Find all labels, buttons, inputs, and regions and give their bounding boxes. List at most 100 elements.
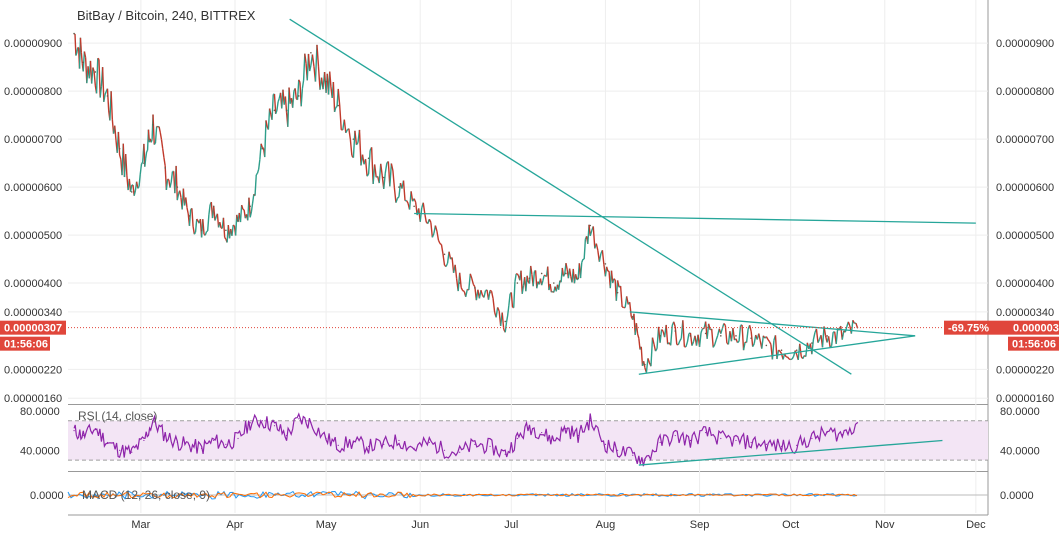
price-segment (640, 346, 644, 366)
price-segment (163, 157, 166, 166)
price-segment (79, 37, 83, 53)
price-point (841, 335, 844, 337)
price-point (704, 332, 707, 335)
price-segment (110, 91, 114, 120)
y-tick-label: 0.00000160 (996, 393, 1054, 405)
price-segment (679, 338, 682, 342)
price-segment (514, 273, 517, 282)
price-segment (638, 338, 641, 350)
price-segment (307, 53, 311, 72)
price-segment (436, 230, 440, 241)
price-segment (158, 126, 161, 133)
rsi-panel[interactable]: RSI (14, close) (68, 409, 988, 467)
price-point (94, 71, 97, 73)
price-segment (520, 270, 523, 294)
price-segment (714, 339, 717, 345)
price-segment (579, 262, 583, 279)
price-point (565, 272, 567, 275)
rsi-point (565, 428, 567, 430)
price-segment (146, 149, 149, 153)
price-point (428, 219, 431, 222)
price-segment (817, 339, 821, 343)
price-point (826, 335, 828, 337)
price-segment (145, 151, 148, 159)
chart-axes: Mar Apr May Jun Jul Aug Sep Oct Nov Dec 0.00000900… (0, 38, 1059, 531)
price-segment (250, 202, 254, 213)
price-segment (370, 147, 374, 184)
rsi-point (152, 420, 154, 422)
price-segment (239, 204, 243, 223)
price-segment (264, 120, 267, 158)
rsi-point (516, 437, 518, 440)
price-segment (835, 328, 839, 344)
price-segment (724, 325, 728, 344)
y-tick-label: 0.00000700 (4, 134, 62, 146)
price-segment (674, 326, 678, 345)
price-segment (472, 283, 476, 288)
price-segment (117, 131, 121, 156)
price-segment (748, 325, 752, 332)
price-segment (440, 244, 444, 255)
price-segment (408, 191, 412, 210)
price-point (659, 335, 661, 337)
rsi-point (589, 420, 591, 422)
rsi-point (443, 449, 446, 451)
price-segment (583, 239, 587, 260)
price-point (188, 215, 191, 217)
price-segment (249, 211, 253, 218)
price-segment (532, 271, 536, 287)
y-tick-label: 0.00000500 (4, 230, 62, 242)
price-segment (214, 216, 217, 221)
price-segment (850, 320, 854, 334)
price-segment (454, 264, 458, 279)
price-point (367, 157, 370, 160)
macd-panel[interactable]: MACD (12, 26, close, 9) (67, 488, 988, 502)
price-segment (706, 323, 710, 339)
rsi-point (164, 434, 166, 437)
rsi-point (428, 441, 430, 444)
price-segment (193, 231, 197, 235)
rsi-point (577, 434, 579, 437)
chart-title: BitBay / Bitcoin, 240, BITTREX (77, 8, 256, 23)
price-segment (547, 266, 550, 291)
price-segment (106, 88, 110, 111)
rsi-point (856, 422, 859, 424)
price-segment (442, 253, 446, 266)
price-point (644, 363, 646, 366)
price-segment (592, 226, 596, 249)
price-segment (97, 57, 100, 60)
price-point (689, 335, 692, 337)
x-tick-label: Nov (875, 519, 895, 531)
price-panel[interactable] (68, 18, 988, 375)
price-segment (752, 343, 755, 347)
price-segment (761, 335, 765, 349)
price-segment (231, 225, 234, 236)
price-segment (268, 108, 272, 115)
price-segment (355, 142, 359, 146)
price-segment (434, 225, 438, 232)
price-segment (349, 139, 353, 156)
price-segment (185, 197, 188, 208)
price-segment (175, 165, 179, 201)
price-point (780, 349, 783, 352)
x-tick-label: Mar (131, 519, 150, 531)
price-segment (516, 273, 520, 277)
price-segment (504, 322, 508, 333)
price-segment (723, 323, 726, 326)
rsi-tick-label: 80.0000 (1000, 406, 1040, 418)
price-point (337, 104, 340, 107)
price-point (382, 176, 385, 179)
rsi-point (273, 425, 276, 427)
price-segment (445, 262, 449, 267)
rsi-point (325, 437, 327, 440)
rsi-point (504, 453, 506, 455)
price-segment (248, 197, 251, 218)
price-segment (256, 169, 260, 174)
price-segment (358, 129, 362, 166)
price-segment (750, 331, 754, 347)
price-segment (437, 239, 441, 244)
price-segment (492, 298, 496, 313)
price-segment (589, 230, 593, 237)
price-segment (830, 332, 834, 346)
